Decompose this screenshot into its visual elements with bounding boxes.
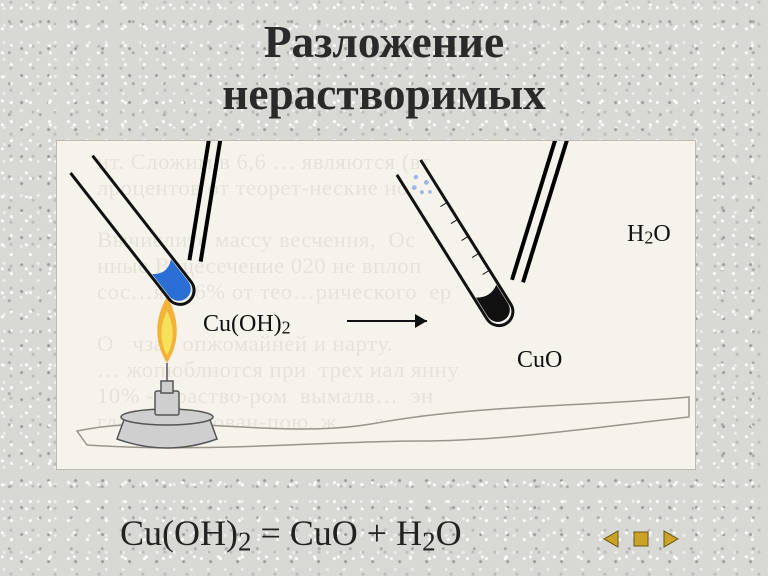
label-cuoh2-sub: 2 (282, 318, 291, 338)
label-h2o-sub: 2 (644, 228, 653, 248)
label-cuo-text: CuO (517, 347, 562, 373)
spirit-burner (117, 363, 217, 448)
chemistry-diagram (57, 141, 696, 470)
nav-prev-button[interactable] (600, 528, 622, 550)
nav-home-button[interactable] (630, 528, 652, 550)
arrow-icon (347, 314, 427, 328)
eq-sub-2: 2 (422, 526, 436, 556)
label-h2o-h: H (627, 221, 644, 247)
eq-part-3: O (436, 513, 462, 553)
eq-part-2: = CuO + H (251, 513, 422, 553)
title-line-2: нерастворимых (222, 69, 546, 119)
nav-next-button[interactable] (660, 528, 682, 550)
label-h2o: H2O (627, 221, 671, 249)
eq-sub-1: 2 (238, 526, 252, 556)
test-tube-left (70, 141, 302, 310)
label-h2o-o: O (653, 221, 670, 247)
chemical-equation: Cu(OH)2 = CuO + H2O (120, 512, 462, 557)
label-cuoh2: Cu(OH)2 (203, 311, 291, 339)
diagram-panel: ит. Сложим в 6,6 … являются (втлроцентов… (56, 140, 696, 470)
label-cuoh2-text: Cu(OH) (203, 311, 282, 337)
slide-nav (600, 528, 682, 550)
label-cuo: CuO (517, 347, 562, 374)
test-tube-right (397, 141, 637, 331)
flame-icon (157, 297, 177, 363)
page-title: Разложение нерастворимых (0, 16, 768, 120)
eq-part-1: Cu(OH) (120, 513, 238, 553)
title-line-1: Разложение (264, 17, 504, 67)
